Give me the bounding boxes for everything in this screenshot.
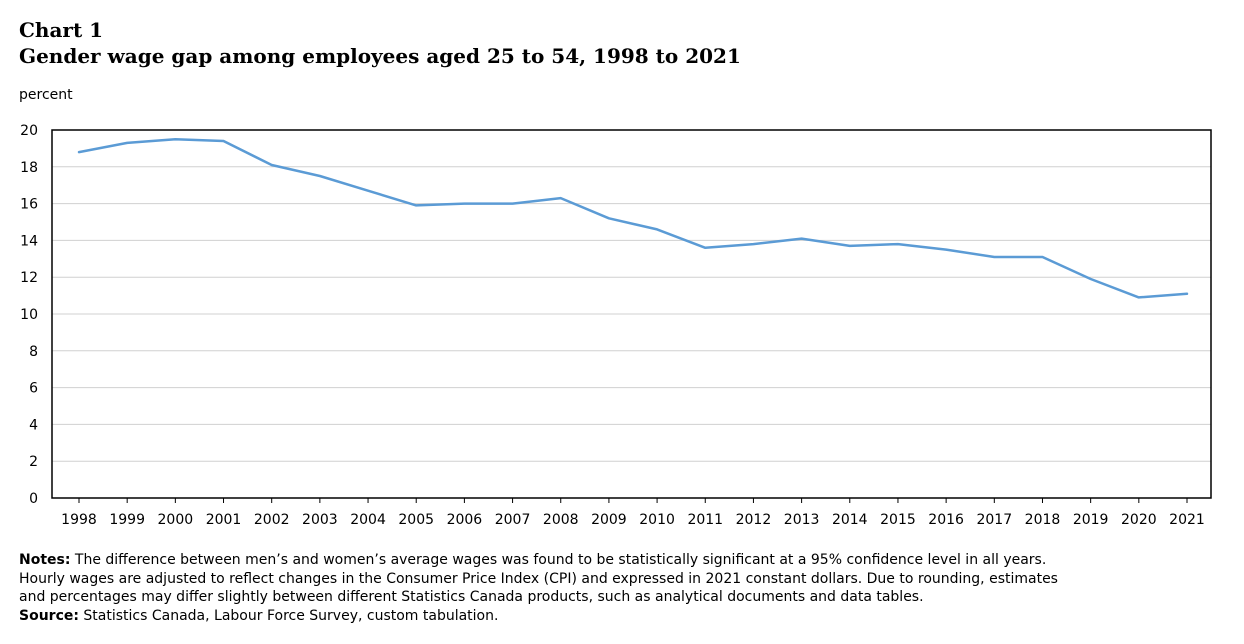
y-tick-label: 4: [29, 417, 38, 433]
x-tick-label: 2011: [687, 512, 723, 528]
series-group: [77, 137, 1189, 299]
x-tick-label: 1998: [61, 512, 97, 528]
x-tick-label: 2016: [928, 512, 964, 528]
x-tick-label: 2004: [350, 512, 386, 528]
x-tick-label: 2001: [206, 512, 242, 528]
y-tick-label: 14: [20, 233, 38, 249]
x-tick-label: 2018: [1025, 512, 1061, 528]
x-tick-label: 2021: [1169, 512, 1205, 528]
x-tick-label: 2000: [158, 512, 194, 528]
footnotes: Notes: The difference between men’s and …: [19, 551, 1229, 625]
x-tick-label: 2012: [736, 512, 772, 528]
plot-frame: [51, 129, 1212, 499]
x-tick-label: 2005: [398, 512, 434, 528]
series-line-1: [77, 137, 1189, 299]
x-tick-label: 2006: [447, 512, 483, 528]
gridlines: [52, 166, 1211, 462]
source-text: Statistics Canada, Labour Force Survey, …: [78, 607, 499, 624]
x-tick-label: 2010: [639, 512, 675, 528]
notes-line-3: and percentages may differ slightly betw…: [19, 589, 924, 605]
y-tick-label: 20: [20, 123, 38, 139]
line-chart: 0 2 4 6 8 10 12 14 16 18 20 1998 1999 2000 2001 2002 20…: [20, 123, 1212, 528]
y-tick-label: 18: [20, 160, 38, 176]
y-tick-label: 2: [29, 454, 38, 470]
y-axis-ticks: 0 2 4 6 8 10 12 14 16 18 20: [20, 123, 38, 507]
x-axis-ticks: 1998 1999 2000 2001 2002 2003 2004 2005 2006 2007…: [61, 498, 1205, 528]
x-tick-label: 1999: [109, 512, 145, 528]
notes-label: Notes:: [19, 552, 71, 568]
x-tick-label: 2007: [495, 512, 531, 528]
source-label: Source:: [19, 607, 79, 624]
notes-line-1: Notes: The difference between men’s and …: [19, 551, 1229, 570]
x-tick-label: 2008: [543, 512, 579, 528]
x-tick-label: 2013: [784, 512, 820, 528]
x-tick-label: 2020: [1121, 512, 1157, 528]
y-tick-label: 0: [29, 491, 38, 507]
chart-title: Gender wage gap among employees aged 25 …: [19, 44, 741, 68]
x-tick-label: 2009: [591, 512, 627, 528]
y-tick-label: 12: [20, 270, 38, 286]
y-tick-label: 16: [20, 197, 38, 213]
y-tick-label: 8: [29, 344, 38, 360]
notes-text-1: The difference between men’s and women’s…: [70, 552, 1047, 568]
x-tick-label: 2017: [976, 512, 1012, 528]
x-tick-label: 2015: [880, 512, 916, 528]
notes-line-2: Hourly wages are adjusted to reflect cha…: [19, 570, 1058, 587]
y-tick-label: 6: [29, 381, 38, 397]
x-tick-label: 2014: [832, 512, 868, 528]
x-tick-label: 2003: [302, 512, 338, 528]
source-line: Source: Statistics Canada, Labour Force …: [19, 607, 1229, 626]
y-axis-label: percent: [19, 87, 73, 103]
x-tick-label: 2019: [1073, 512, 1109, 528]
chart-number: Chart 1: [19, 18, 104, 42]
y-tick-label: 10: [20, 307, 38, 323]
x-tick-label: 2002: [254, 512, 290, 528]
